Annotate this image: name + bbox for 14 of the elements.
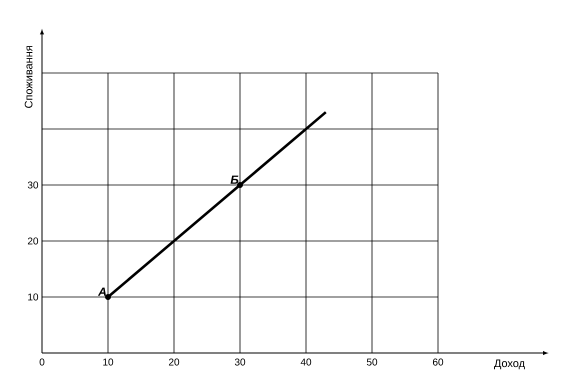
y-tick-label: 30 [28,181,38,189]
x-tick-label: 60 [432,358,444,366]
y-tick-label: 20 [28,237,38,245]
x-tick-label: 20 [168,358,180,366]
x-axis-title: Доход [494,360,525,370]
y-axis-title: Споживання [24,46,32,108]
y-tick-label: 10 [28,293,38,301]
x-tick-label: 0 [40,358,44,366]
x-tick-label: 40 [300,358,312,366]
x-tick-label: 30 [234,358,246,366]
x-tick-label: 10 [103,358,114,366]
annotation: А [98,288,106,296]
annotation: Б [230,176,238,184]
x-tick-label: 50 [366,358,378,366]
